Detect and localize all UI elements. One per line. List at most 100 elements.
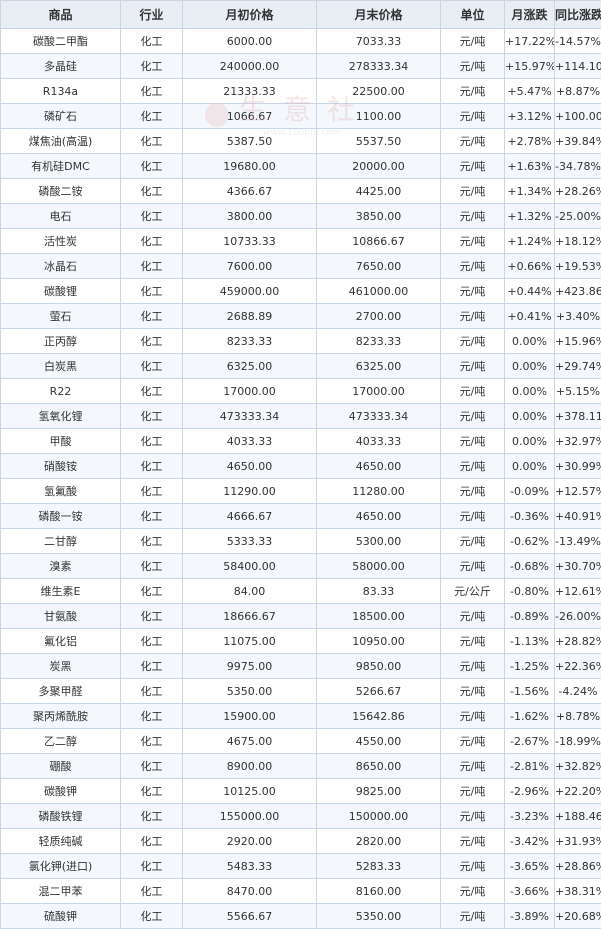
end-price-cell: 7033.33 bbox=[317, 29, 441, 54]
commodity-cell[interactable]: 磷酸铁锂 bbox=[1, 804, 121, 829]
commodity-cell[interactable]: 甘氨酸 bbox=[1, 604, 121, 629]
commodity-cell[interactable]: 乙二醇 bbox=[1, 729, 121, 754]
commodity-cell[interactable]: 正丙醇 bbox=[1, 329, 121, 354]
yoy-change-cell: +40.91% bbox=[555, 504, 601, 529]
commodity-cell[interactable]: 轻质纯碱 bbox=[1, 829, 121, 854]
unit-cell: 元/吨 bbox=[441, 804, 505, 829]
monthly-change-cell: +5.47% bbox=[505, 79, 555, 104]
monthly-change-cell: -2.67% bbox=[505, 729, 555, 754]
commodity-cell[interactable]: 碳酸钾 bbox=[1, 779, 121, 804]
industry-cell: 化工 bbox=[121, 779, 183, 804]
monthly-change-cell: +1.34% bbox=[505, 179, 555, 204]
unit-cell: 元/吨 bbox=[441, 854, 505, 879]
industry-cell: 化工 bbox=[121, 479, 183, 504]
commodity-cell[interactable]: R134a bbox=[1, 79, 121, 104]
unit-cell: 元/吨 bbox=[441, 404, 505, 429]
end-price-cell: 4650.00 bbox=[317, 504, 441, 529]
commodity-cell[interactable]: 溴素 bbox=[1, 554, 121, 579]
unit-cell: 元/吨 bbox=[441, 629, 505, 654]
end-price-cell: 3850.00 bbox=[317, 204, 441, 229]
commodity-cell[interactable]: 煤焦油(高温) bbox=[1, 129, 121, 154]
commodity-cell[interactable]: 白炭黑 bbox=[1, 354, 121, 379]
commodity-cell[interactable]: 氯化钾(进口) bbox=[1, 854, 121, 879]
start-price-cell: 2688.89 bbox=[183, 304, 317, 329]
commodity-cell[interactable]: 多聚甲醛 bbox=[1, 679, 121, 704]
commodity-cell[interactable]: 碳酸二甲酯 bbox=[1, 29, 121, 54]
end-price-cell: 9825.00 bbox=[317, 779, 441, 804]
commodity-cell[interactable]: 硼酸 bbox=[1, 754, 121, 779]
unit-cell: 元/吨 bbox=[441, 879, 505, 904]
commodity-cell[interactable]: 氟化铝 bbox=[1, 629, 121, 654]
commodity-cell[interactable]: 电石 bbox=[1, 204, 121, 229]
commodity-cell[interactable]: 冰晶石 bbox=[1, 254, 121, 279]
commodity-cell[interactable]: 氢氧化锂 bbox=[1, 404, 121, 429]
commodity-cell[interactable]: 磷矿石 bbox=[1, 104, 121, 129]
commodity-cell[interactable]: 碳酸锂 bbox=[1, 279, 121, 304]
industry-cell: 化工 bbox=[121, 279, 183, 304]
header-industry[interactable]: 行业 bbox=[121, 1, 183, 29]
industry-cell: 化工 bbox=[121, 204, 183, 229]
header-unit[interactable]: 单位 bbox=[441, 1, 505, 29]
start-price-cell: 5483.33 bbox=[183, 854, 317, 879]
industry-cell: 化工 bbox=[121, 729, 183, 754]
header-start-price[interactable]: 月初价格 bbox=[183, 1, 317, 29]
monthly-change-cell: 0.00% bbox=[505, 454, 555, 479]
end-price-cell: 7650.00 bbox=[317, 254, 441, 279]
commodity-cell[interactable]: R22 bbox=[1, 379, 121, 404]
yoy-change-cell: +28.86% bbox=[555, 854, 601, 879]
start-price-cell: 5350.00 bbox=[183, 679, 317, 704]
yoy-change-cell: +22.36% bbox=[555, 654, 601, 679]
end-price-cell: 20000.00 bbox=[317, 154, 441, 179]
unit-cell: 元/吨 bbox=[441, 79, 505, 104]
commodity-cell[interactable]: 聚丙烯酰胺 bbox=[1, 704, 121, 729]
commodity-cell[interactable]: 氢氟酸 bbox=[1, 479, 121, 504]
commodity-cell[interactable]: 多晶硅 bbox=[1, 54, 121, 79]
end-price-cell: 17000.00 bbox=[317, 379, 441, 404]
commodity-cell[interactable]: 二甘醇 bbox=[1, 529, 121, 554]
end-price-cell: 461000.00 bbox=[317, 279, 441, 304]
header-commodity[interactable]: 商品 bbox=[1, 1, 121, 29]
commodity-cell[interactable]: 萤石 bbox=[1, 304, 121, 329]
monthly-change-cell: 0.00% bbox=[505, 429, 555, 454]
industry-cell: 化工 bbox=[121, 54, 183, 79]
commodity-cell[interactable]: 硝酸铵 bbox=[1, 454, 121, 479]
commodity-cell[interactable]: 混二甲苯 bbox=[1, 879, 121, 904]
start-price-cell: 10733.33 bbox=[183, 229, 317, 254]
commodity-cell[interactable]: 有机硅DMC bbox=[1, 154, 121, 179]
commodity-cell[interactable]: 炭黑 bbox=[1, 654, 121, 679]
industry-cell: 化工 bbox=[121, 504, 183, 529]
industry-cell: 化工 bbox=[121, 179, 183, 204]
unit-cell: 元/吨 bbox=[441, 554, 505, 579]
end-price-cell: 5266.67 bbox=[317, 679, 441, 704]
commodity-cell[interactable]: 磷酸二铵 bbox=[1, 179, 121, 204]
header-monthly-change[interactable]: 月涨跌 bbox=[505, 1, 555, 29]
header-end-price[interactable]: 月末价格 bbox=[317, 1, 441, 29]
commodity-cell[interactable]: 甲酸 bbox=[1, 429, 121, 454]
end-price-cell: 2700.00 bbox=[317, 304, 441, 329]
industry-cell: 化工 bbox=[121, 604, 183, 629]
commodity-cell[interactable]: 维生素E bbox=[1, 579, 121, 604]
yoy-change-cell: -34.78% bbox=[555, 154, 601, 179]
unit-cell: 元/吨 bbox=[441, 329, 505, 354]
monthly-change-cell: +1.24% bbox=[505, 229, 555, 254]
end-price-cell: 5300.00 bbox=[317, 529, 441, 554]
header-yoy-change[interactable]: 同比涨跌 bbox=[555, 1, 601, 29]
monthly-change-cell: -3.23% bbox=[505, 804, 555, 829]
yoy-change-cell: -18.99% bbox=[555, 729, 601, 754]
commodity-cell[interactable]: 磷酸一铵 bbox=[1, 504, 121, 529]
start-price-cell: 155000.00 bbox=[183, 804, 317, 829]
unit-cell: 元/吨 bbox=[441, 154, 505, 179]
commodity-cell[interactable]: 活性炭 bbox=[1, 229, 121, 254]
commodity-cell[interactable]: 硫酸钾 bbox=[1, 904, 121, 929]
end-price-cell: 1100.00 bbox=[317, 104, 441, 129]
